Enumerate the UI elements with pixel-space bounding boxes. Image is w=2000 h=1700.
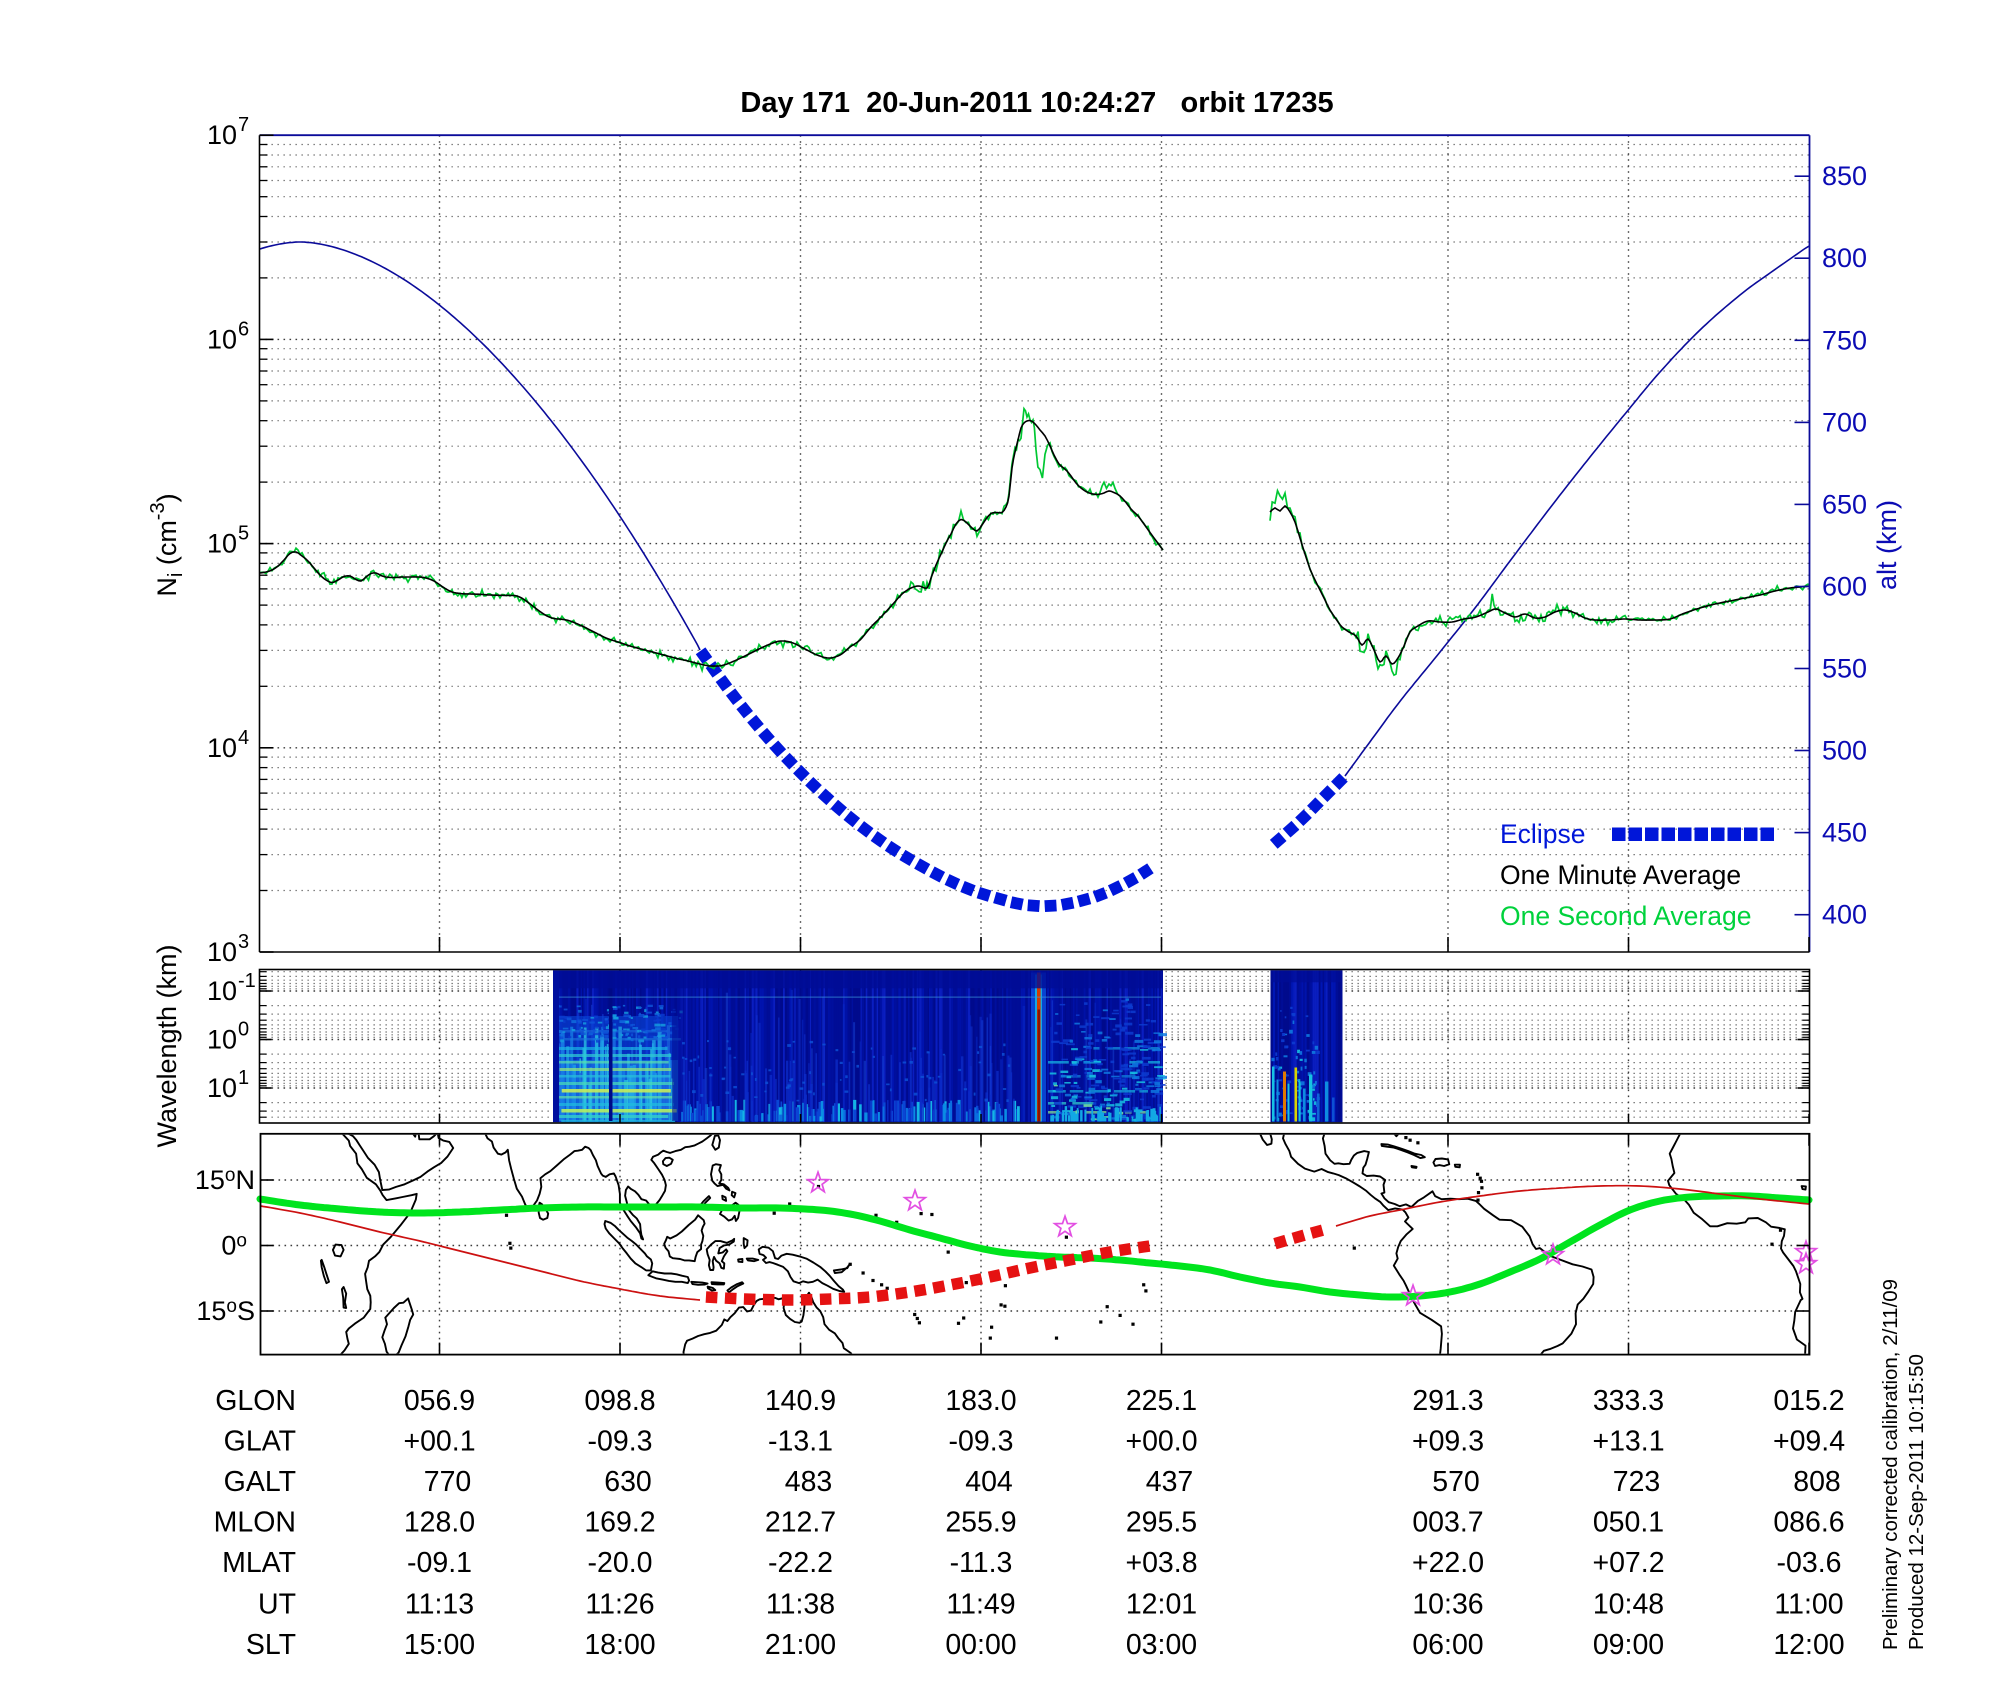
svg-text:MLAT: MLAT xyxy=(222,1547,296,1579)
svg-text:6: 6 xyxy=(238,318,249,340)
svg-text:10: 10 xyxy=(207,324,237,354)
svg-text:291.3: 291.3 xyxy=(1412,1385,1483,1417)
svg-text:404: 404 xyxy=(965,1466,1013,1498)
svg-text:15oS: 15oS xyxy=(196,1296,255,1326)
svg-text:03:00: 03:00 xyxy=(1126,1629,1197,1661)
svg-text:-11.3: -11.3 xyxy=(950,1547,1013,1579)
svg-text:10:36: 10:36 xyxy=(1412,1589,1483,1621)
svg-text:140.9: 140.9 xyxy=(765,1385,836,1417)
svg-text:1: 1 xyxy=(238,1067,249,1089)
svg-text:Ni (cm-3): Ni (cm-3) xyxy=(147,493,187,596)
svg-text:MLON: MLON xyxy=(214,1507,296,1539)
svg-text:GALT: GALT xyxy=(224,1466,296,1498)
svg-text:10: 10 xyxy=(207,733,237,763)
svg-text:770: 770 xyxy=(424,1466,472,1498)
svg-text:003.7: 003.7 xyxy=(1412,1507,1483,1539)
svg-text:12:00: 12:00 xyxy=(1773,1629,1844,1661)
svg-text:+13.1: +13.1 xyxy=(1592,1426,1664,1458)
svg-text:+09.4: +09.4 xyxy=(1773,1426,1845,1458)
svg-text:5: 5 xyxy=(238,523,249,545)
svg-text:128.0: 128.0 xyxy=(404,1507,475,1539)
svg-text:800: 800 xyxy=(1822,243,1867,273)
svg-text:225.1: 225.1 xyxy=(1126,1385,1197,1417)
svg-text:11:26: 11:26 xyxy=(585,1589,654,1621)
svg-text:255.9: 255.9 xyxy=(945,1507,1016,1539)
svg-text:500: 500 xyxy=(1822,736,1867,766)
svg-text:-20.0: -20.0 xyxy=(588,1547,653,1579)
svg-text:098.8: 098.8 xyxy=(584,1385,655,1417)
svg-text:11:13: 11:13 xyxy=(405,1589,474,1621)
svg-text:-03.6: -03.6 xyxy=(1777,1547,1842,1579)
svg-text:06:00: 06:00 xyxy=(1412,1629,1483,1661)
svg-text:-1: -1 xyxy=(238,970,256,992)
svg-text:11:00: 11:00 xyxy=(1774,1589,1843,1621)
svg-text:7: 7 xyxy=(238,114,249,136)
svg-text:+00.1: +00.1 xyxy=(403,1426,475,1458)
svg-text:400: 400 xyxy=(1822,900,1867,930)
svg-text:10: 10 xyxy=(207,529,237,559)
svg-text:056.9: 056.9 xyxy=(404,1385,475,1417)
svg-text:212.7: 212.7 xyxy=(765,1507,836,1539)
svg-text:+00.0: +00.0 xyxy=(1125,1426,1197,1458)
svg-text:483: 483 xyxy=(785,1466,833,1498)
svg-text:00:00: 00:00 xyxy=(945,1629,1016,1661)
svg-text:+09.3: +09.3 xyxy=(1412,1426,1484,1458)
svg-text:21:00: 21:00 xyxy=(765,1629,836,1661)
svg-text:UT: UT xyxy=(258,1589,296,1621)
svg-text:-09.3: -09.3 xyxy=(949,1426,1014,1458)
svg-text:Day 171 20-Jun-2011 10:24:27: Day 171 20-Jun-2011 10:24:27 orbit 17235 xyxy=(740,87,1333,119)
svg-text:-09.3: -09.3 xyxy=(588,1426,653,1458)
svg-text:-09.1: -09.1 xyxy=(407,1547,472,1579)
svg-text:600: 600 xyxy=(1822,572,1867,602)
svg-text:0: 0 xyxy=(238,1019,249,1041)
svg-text:09:00: 09:00 xyxy=(1593,1629,1664,1661)
svg-text:12:01: 12:01 xyxy=(1126,1589,1197,1621)
svg-text:437: 437 xyxy=(1146,1466,1194,1498)
svg-text:295.5: 295.5 xyxy=(1126,1507,1197,1539)
svg-text:050.1: 050.1 xyxy=(1593,1507,1664,1539)
svg-text:183.0: 183.0 xyxy=(945,1385,1016,1417)
svg-text:808: 808 xyxy=(1793,1466,1841,1498)
svg-text:+03.8: +03.8 xyxy=(1125,1547,1197,1579)
svg-text:-22.2: -22.2 xyxy=(768,1547,833,1579)
svg-text:4: 4 xyxy=(238,727,249,749)
svg-text:-13.1: -13.1 xyxy=(768,1426,833,1458)
svg-text:015.2: 015.2 xyxy=(1773,1385,1844,1417)
svg-text:10: 10 xyxy=(207,976,237,1006)
svg-text:850: 850 xyxy=(1822,161,1867,191)
svg-text:Wavelength (km): Wavelength (km) xyxy=(152,944,182,1147)
svg-text:723: 723 xyxy=(1613,1466,1661,1498)
svg-text:Produced 12-Sep-2011 10:15:50: Produced 12-Sep-2011 10:15:50 xyxy=(1905,1354,1928,1650)
svg-text:15:00: 15:00 xyxy=(404,1629,475,1661)
svg-text:GLAT: GLAT xyxy=(224,1426,296,1458)
svg-text:Preliminary corrected calibrat: Preliminary corrected calibration, 2/11/… xyxy=(1879,1279,1902,1650)
svg-text:+07.2: +07.2 xyxy=(1592,1547,1664,1579)
svg-text:450: 450 xyxy=(1822,818,1867,848)
svg-text:10: 10 xyxy=(207,937,237,967)
svg-text:10: 10 xyxy=(207,120,237,150)
svg-text:alt (km): alt (km) xyxy=(1872,500,1902,590)
svg-text:One Minute Average: One Minute Average xyxy=(1500,860,1741,890)
svg-text:750: 750 xyxy=(1822,325,1867,355)
svg-text:Eclipse: Eclipse xyxy=(1500,819,1585,849)
svg-text:169.2: 169.2 xyxy=(584,1507,655,1539)
svg-text:11:49: 11:49 xyxy=(946,1589,1015,1621)
svg-text:10: 10 xyxy=(207,1073,237,1103)
svg-text:570: 570 xyxy=(1432,1466,1480,1498)
svg-text:700: 700 xyxy=(1822,407,1867,437)
svg-text:+22.0: +22.0 xyxy=(1412,1547,1484,1579)
svg-text:SLT: SLT xyxy=(246,1629,296,1661)
svg-text:10: 10 xyxy=(207,1025,237,1055)
svg-text:550: 550 xyxy=(1822,654,1867,684)
svg-text:11:38: 11:38 xyxy=(766,1589,835,1621)
svg-text:333.3: 333.3 xyxy=(1593,1385,1664,1417)
svg-text:One Second Average: One Second Average xyxy=(1500,901,1751,931)
svg-text:3: 3 xyxy=(238,931,249,953)
svg-text:650: 650 xyxy=(1822,489,1867,519)
svg-text:086.6: 086.6 xyxy=(1773,1507,1844,1539)
svg-text:630: 630 xyxy=(604,1466,652,1498)
svg-text:GLON: GLON xyxy=(215,1385,296,1417)
svg-text:10:48: 10:48 xyxy=(1593,1589,1664,1621)
svg-text:18:00: 18:00 xyxy=(584,1629,655,1661)
